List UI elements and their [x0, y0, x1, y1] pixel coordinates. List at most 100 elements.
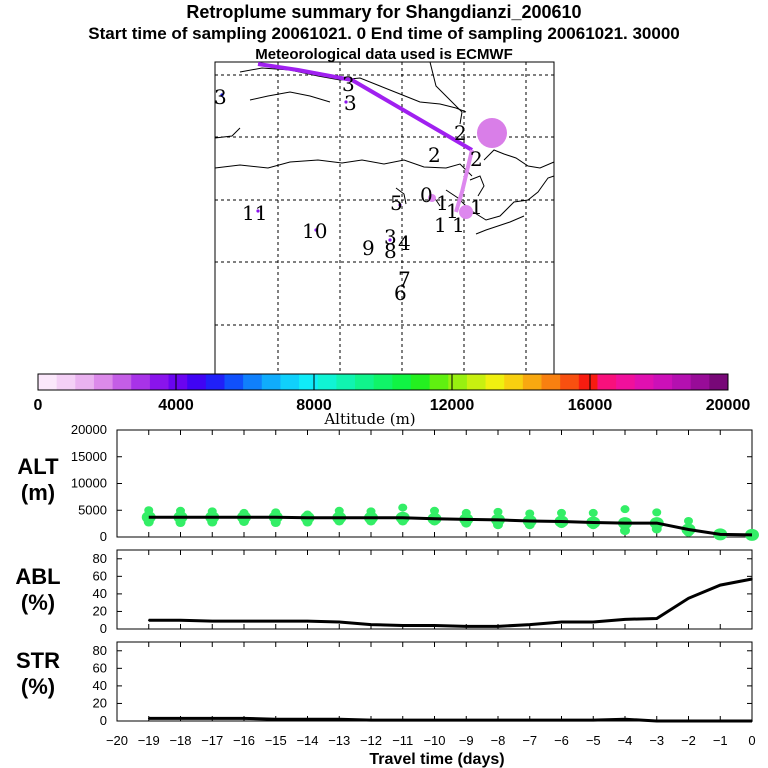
y-tick-label: 80 [93, 643, 107, 658]
alt-upper-point [588, 508, 598, 517]
map-day-label: 3 [342, 72, 355, 96]
series-point [433, 624, 436, 627]
y-tick-label: 60 [93, 568, 107, 583]
alt-mean-line [148, 515, 753, 537]
series-point [687, 597, 690, 600]
series-point [624, 718, 626, 721]
map-day-label: 2 [428, 143, 441, 167]
colorbar-cell [392, 374, 412, 390]
alt-upper-point [493, 507, 503, 516]
x-axis-title: Travel time (days) [369, 751, 504, 768]
plume-dot [314, 228, 318, 232]
map-day-label: 1 [452, 213, 465, 237]
colorbar-tick-label: 4000 [158, 397, 194, 414]
colorbar-cell [373, 374, 393, 390]
alt-upper-point [398, 503, 408, 512]
colorbar-cell [224, 374, 244, 390]
x-tick-label: −5 [586, 733, 601, 748]
x-tick-label: −13 [328, 733, 350, 748]
x-tick-label: −14 [296, 733, 318, 748]
panel-label-units: (%) [21, 674, 55, 699]
colorbar-cell [93, 374, 114, 390]
x-tick-label: −3 [649, 733, 664, 748]
map-day-label: 1 [434, 213, 447, 237]
series-point [179, 619, 182, 622]
colorbar-cell [355, 374, 375, 390]
map-day-label: 10 [302, 219, 327, 243]
series-point [401, 624, 404, 627]
series-point [338, 621, 341, 623]
colorbar-cell [429, 374, 449, 390]
series-point [211, 717, 214, 720]
panel-frame [116, 641, 753, 722]
series-point [497, 625, 499, 628]
x-tick-label: 0 [748, 733, 755, 748]
series-point [274, 718, 277, 721]
series-point [751, 578, 753, 580]
x-tick-label: −7 [522, 733, 537, 748]
y-tick-label: 40 [93, 678, 107, 693]
colorbar-cell [560, 374, 580, 390]
colorbar: 0 4000 8000 12000 16000 20000 Altitude (m) [34, 373, 751, 428]
chart-subtitle: Start time of sampling 20061021. 0 End t… [88, 24, 680, 43]
colorbar-cell [578, 374, 598, 390]
map-day-label: 4 [398, 231, 411, 255]
x-axis: −20 −19 −18 −17 −16 −15 −14 −13 −12 −11 −10 −9 −8 −7−… [106, 733, 756, 748]
plume-dot [344, 100, 348, 104]
y-tick-label: 10000 [71, 476, 107, 491]
colorbar-cell [336, 374, 356, 390]
series-point [306, 718, 309, 721]
series-point [592, 621, 595, 623]
alt-upper-point [430, 506, 439, 515]
series-point [592, 719, 595, 721]
series-point [274, 620, 277, 622]
x-tick-label: −17 [201, 733, 223, 748]
series-point [655, 720, 658, 722]
colorbar-cell [38, 374, 58, 390]
series-point [306, 620, 309, 622]
trajectory-path-lower [454, 149, 474, 213]
colorbar-cells [38, 374, 729, 390]
colorbar-cell [317, 374, 337, 390]
colorbar-cell [522, 374, 543, 390]
y-tick-label: 40 [93, 586, 107, 601]
met-data-line: Meteorological data used is ECMWF [255, 46, 513, 63]
map-day-label: 1 [470, 195, 483, 219]
y-tick-label: 20 [93, 603, 107, 618]
series-point [401, 719, 404, 721]
colorbar-cell [485, 374, 505, 390]
colorbar-cell [243, 374, 263, 390]
colorbar-cell [709, 374, 729, 390]
abl-panel: 0 20 40 60 80 ABL(%) [15, 549, 753, 636]
map-coastlines [214, 61, 555, 235]
x-tick-label: −11 [392, 733, 413, 748]
y-tick-label: 60 [93, 660, 107, 675]
plume-blob-large [477, 118, 507, 148]
colorbar-cell [205, 374, 225, 390]
map-frame [214, 61, 555, 375]
panel-label: ABL [15, 564, 60, 589]
colorbar-cell [541, 374, 561, 390]
series-point [465, 719, 468, 721]
colorbar-cell [280, 374, 300, 390]
series-point [560, 719, 563, 721]
map-day-label: 3 [214, 85, 227, 109]
alt-upper-point [557, 508, 566, 517]
colorbar-cell [149, 374, 170, 390]
map-day-label: 3 [384, 225, 397, 249]
panel-frame [116, 549, 753, 630]
colorbar-tick-label: 20000 [706, 397, 751, 414]
map-day-label: 7 [398, 267, 411, 291]
map-day-label: 11 [242, 201, 267, 225]
colorbar-cell [466, 374, 487, 390]
x-tick-label: −19 [138, 733, 160, 748]
colorbar-cell [616, 374, 636, 390]
series-point [147, 717, 150, 720]
colorbar-tick-label: 8000 [296, 397, 332, 414]
map-day-label: 1 [446, 199, 459, 223]
series-point [243, 620, 245, 622]
x-tick-label: −15 [265, 733, 287, 748]
colorbar-title: Altitude (m) [323, 410, 415, 428]
colorbar-cell [299, 374, 319, 390]
x-tick-label: −12 [360, 733, 382, 748]
